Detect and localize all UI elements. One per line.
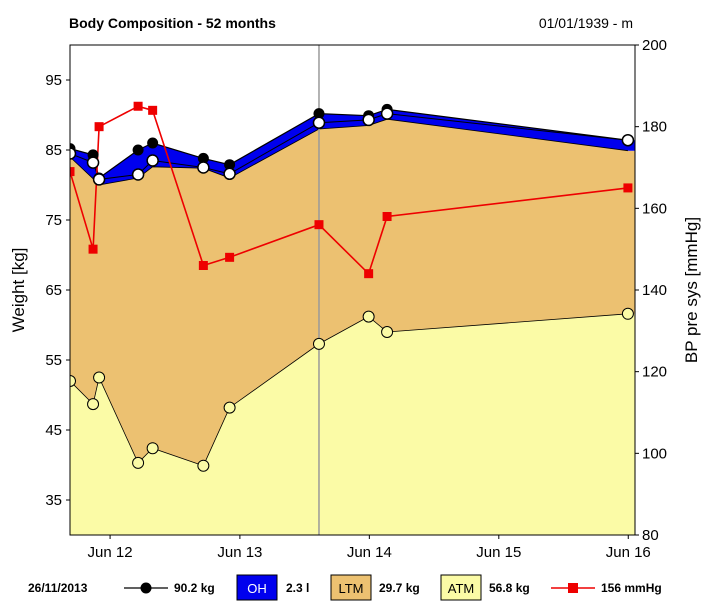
data-markers <box>70 101 635 472</box>
y-left-tick-label: 75 <box>45 212 62 229</box>
normo-weight-point <box>146 154 159 167</box>
normo-weight-point <box>223 167 236 181</box>
legend-atm-swatch <box>440 574 482 601</box>
y-axis-left-label: Weight [kg] <box>9 248 28 333</box>
atm-point <box>197 459 210 472</box>
date-range: 01/01/1939 - m <box>539 15 633 31</box>
atm-point <box>312 337 325 350</box>
oh-area <box>70 109 635 185</box>
legend-weight-marker <box>140 582 152 594</box>
legend-oh-value: 2.3 l <box>286 581 309 595</box>
plot-area <box>70 45 635 535</box>
y-left-tick-label: 45 <box>45 422 62 439</box>
axis-ticks: 35 45 55 65 75 85 95 80 100 120 140 160 180 200 Jun 12… <box>45 37 667 561</box>
legend-ltm-swatch <box>330 574 372 601</box>
atm-point <box>132 456 145 469</box>
y-right-tick-label: 120 <box>642 364 667 381</box>
atm-point <box>93 371 106 384</box>
x-tick-label: Jun 13 <box>217 544 262 561</box>
normo-weight-point <box>362 113 375 127</box>
weight-point <box>313 108 325 120</box>
bp-point <box>94 122 104 132</box>
normo-weight-point <box>197 161 210 174</box>
legend-atm-label: ATM <box>448 581 474 596</box>
y-right-tick-label: 100 <box>642 445 667 462</box>
x-tick-label: Jun 15 <box>476 544 521 561</box>
weight-point <box>147 137 159 149</box>
bp-point <box>382 212 392 221</box>
bp-point <box>148 105 158 115</box>
y-right-tick-label: 160 <box>642 200 667 217</box>
legend-oh-label: OH <box>247 581 267 596</box>
y-left-tick-label: 95 <box>45 72 62 89</box>
normo-weight-point <box>380 107 394 120</box>
atm-point <box>70 375 76 387</box>
normo-weight-point <box>131 168 145 181</box>
bp-point <box>70 167 75 177</box>
y-right-tick-label: 80 <box>642 527 659 544</box>
legend-bp-value: 156 mmHg <box>601 581 662 595</box>
bp-point <box>133 101 143 111</box>
normo-weight-point <box>70 147 77 160</box>
y-left-tick-label: 55 <box>45 352 62 369</box>
atm-area <box>70 313 635 535</box>
weight-point <box>224 159 236 171</box>
chart-title: Body Composition - 52 months <box>69 15 276 31</box>
normo-weight-point <box>92 173 106 186</box>
legend-ltm-value: 29.7 kg <box>379 581 420 595</box>
bp-point <box>623 183 633 193</box>
weight-point <box>197 152 209 164</box>
legend-weight-value: 90.2 kg <box>174 581 215 595</box>
legend-bp-marker <box>568 583 578 593</box>
bp-point <box>314 220 324 230</box>
y-axis-right-label: BP pre sys [mmHg] <box>682 217 701 363</box>
atm-point <box>362 310 375 323</box>
y-right-tick-label: 200 <box>642 37 667 54</box>
atm-point <box>87 398 100 411</box>
normo-weight-point <box>621 133 635 147</box>
legend: 26/11/2013 90.2 kg OH 2.3 l LTM 29.7 kg … <box>28 574 662 601</box>
atm-point <box>146 442 159 455</box>
legend-atm-value: 56.8 kg <box>489 581 530 595</box>
normo-weight-point <box>86 156 100 169</box>
y-right-tick-label: 180 <box>642 119 667 136</box>
y-left-tick-label: 35 <box>45 492 62 509</box>
normo-weight-point <box>312 116 326 129</box>
atm-point <box>223 401 236 414</box>
bp-point <box>88 244 98 254</box>
x-tick-label: Jun 14 <box>347 544 392 561</box>
y-right-tick-label: 140 <box>642 282 667 299</box>
bp-point <box>225 252 235 262</box>
legend-oh-swatch <box>236 574 278 601</box>
y-left-tick-label: 65 <box>45 282 62 299</box>
legend-date: 26/11/2013 <box>28 581 88 595</box>
bp-point <box>364 269 374 279</box>
y-left-tick-label: 85 <box>45 142 62 159</box>
atm-point <box>381 326 394 338</box>
x-tick-label: Jun 16 <box>606 544 651 561</box>
atm-point <box>621 307 634 320</box>
legend-ltm-label: LTM <box>338 581 363 596</box>
x-tick-label: Jun 12 <box>88 544 133 561</box>
ltm-area <box>70 119 635 466</box>
weight-point <box>132 144 144 156</box>
bp-point <box>198 261 208 270</box>
